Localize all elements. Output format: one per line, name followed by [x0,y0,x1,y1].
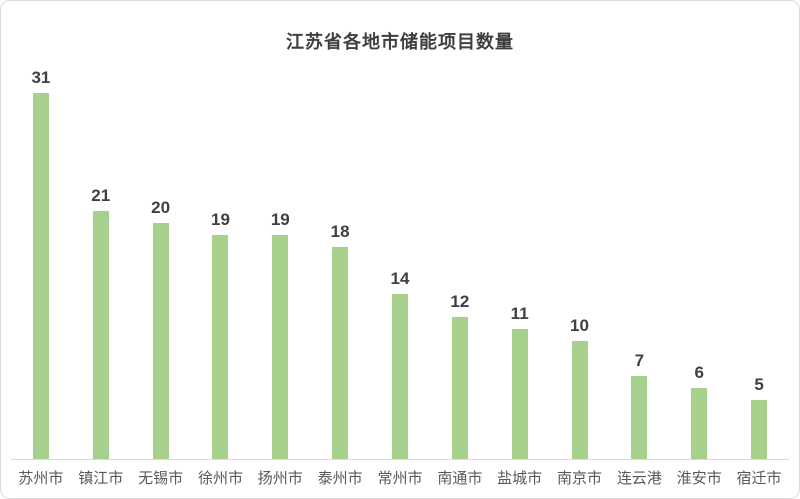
bar-column: 19 [250,51,310,459]
bar-column: 12 [430,51,490,459]
x-tick-label: 盐城市 [497,470,543,487]
x-tick-label: 南通市 [437,470,483,487]
x-tick-label: 扬州市 [257,470,303,487]
bar [272,234,289,459]
bar [571,341,588,459]
bar-column: 31 [11,51,71,459]
bar-value-label: 14 [390,268,410,288]
x-tick-label: 常州市 [377,470,423,487]
bar [751,400,768,459]
bar-column: 5 [729,51,789,459]
plot-area: 31 21 20 19 19 18 14 12 11 10 7 6 5 苏州市 镇江市 无锡市 徐州市 扬州市泰… [11,51,789,488]
bar-value-label: 6 [694,363,704,383]
x-tick-label: 镇江市 [78,470,124,487]
chart-title: 江苏省各地市储能项目数量 [286,32,514,52]
bar [511,329,528,459]
x-tick-label: 泰州市 [317,470,363,487]
bar-value-label: 19 [270,209,290,229]
x-tick-label: 无锡市 [138,470,184,487]
bar-value-label: 12 [450,292,470,312]
bar-column: 19 [191,51,251,459]
bar-value-label: 18 [330,221,350,241]
bar-value-label: 11 [510,304,529,324]
bar [212,234,229,459]
bar-value-label: 7 [634,351,645,371]
bar [332,246,349,459]
bar-value-label: 19 [210,209,230,229]
x-tick-label: 连云港 [616,470,662,487]
bar [391,293,408,459]
x-tick-label: 淮安市 [676,470,722,487]
bar [152,223,169,459]
x-axis-line [11,459,789,460]
bar-value-label: 21 [91,186,111,206]
bar [691,388,708,459]
x-axis-labels: 苏州市 镇江市 无锡市 徐州市 扬州市 泰州市 常州市 南通市 盐城市 南京市 连云港 淮安市 宿迁市 [11,460,789,488]
bar-column: 11 [490,51,550,459]
bar [631,376,648,459]
x-tick-label: 徐州市 [197,470,243,487]
bar-value-label: 5 [754,375,764,394]
x-tick-label: 宿迁市 [736,470,782,487]
bar-value-label: 10 [570,316,589,335]
x-tick-label: 南京市 [557,470,603,487]
bar-column: 10 [550,51,610,459]
bar [451,317,468,459]
bar-column: 18 [310,51,370,459]
bar-column: 21 [71,51,131,459]
bar [92,211,109,459]
bar-value-label: 31 [31,68,51,88]
bar-column: 6 [669,51,729,459]
bar-value-label: 20 [151,198,171,217]
bar [32,93,49,459]
bar-column: 20 [131,51,191,459]
x-tick-label: 苏州市 [18,470,64,487]
bars-container: 31 21 20 19 19 18 14 12 11 10 7 6 5 [11,51,789,459]
bar-column: 7 [609,51,669,459]
bar-column: 14 [370,51,430,459]
